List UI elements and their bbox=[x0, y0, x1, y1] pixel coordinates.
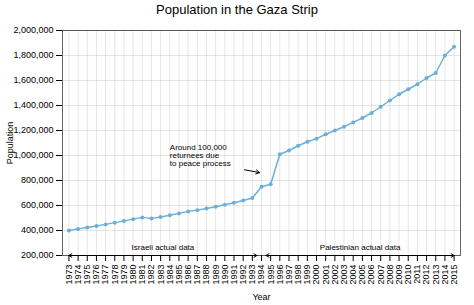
svg-text:400,000: 400,000 bbox=[21, 225, 54, 235]
svg-text:1974: 1974 bbox=[73, 264, 83, 285]
svg-text:1983: 1983 bbox=[155, 264, 166, 285]
svg-text:200,000: 200,000 bbox=[21, 250, 54, 260]
svg-text:2000: 2000 bbox=[311, 264, 322, 285]
svg-text:2003: 2003 bbox=[338, 264, 349, 285]
svg-text:Israeli actual data: Israeli actual data bbox=[132, 243, 195, 252]
svg-text:600,000: 600,000 bbox=[21, 200, 54, 210]
svg-text:1991: 1991 bbox=[228, 264, 239, 285]
svg-text:1984: 1984 bbox=[164, 264, 175, 285]
svg-text:1973: 1973 bbox=[63, 264, 74, 285]
svg-text:2013: 2013 bbox=[430, 264, 441, 285]
svg-text:1993: 1993 bbox=[247, 264, 258, 285]
svg-text:Year: Year bbox=[252, 292, 270, 302]
svg-text:2010: 2010 bbox=[403, 264, 414, 285]
svg-text:Population: Population bbox=[5, 122, 15, 165]
svg-text:2004: 2004 bbox=[348, 264, 359, 285]
svg-text:1989: 1989 bbox=[210, 264, 221, 285]
svg-text:1,400,000: 1,400,000 bbox=[13, 100, 53, 110]
svg-text:2007: 2007 bbox=[375, 264, 386, 285]
svg-text:1,200,000: 1,200,000 bbox=[13, 125, 53, 135]
svg-text:1988: 1988 bbox=[201, 264, 212, 285]
svg-text:Palestinian actual data: Palestinian actual data bbox=[320, 243, 401, 252]
svg-text:1992: 1992 bbox=[238, 264, 248, 285]
svg-text:2006: 2006 bbox=[366, 264, 377, 285]
svg-text:1996: 1996 bbox=[274, 264, 285, 285]
svg-text:800,000: 800,000 bbox=[21, 175, 54, 185]
svg-text:1987: 1987 bbox=[192, 264, 203, 285]
svg-text:1978: 1978 bbox=[109, 264, 120, 285]
svg-text:1982: 1982 bbox=[146, 264, 157, 285]
svg-text:1998: 1998 bbox=[293, 264, 304, 285]
svg-text:2005: 2005 bbox=[357, 264, 368, 285]
svg-text:2014: 2014 bbox=[439, 264, 450, 285]
svg-text:2009: 2009 bbox=[393, 264, 404, 285]
svg-text:2008: 2008 bbox=[384, 264, 395, 285]
svg-text:1,000,000: 1,000,000 bbox=[13, 150, 53, 160]
svg-text:2002: 2002 bbox=[329, 264, 340, 285]
svg-text:Around 100,000returnees dueto: Around 100,000returnees dueto peace proc… bbox=[170, 143, 231, 168]
svg-text:2012: 2012 bbox=[421, 264, 432, 285]
svg-text:2001: 2001 bbox=[320, 264, 331, 285]
svg-text:1997: 1997 bbox=[283, 264, 294, 285]
svg-text:2015: 2015 bbox=[449, 265, 459, 285]
svg-text:1981: 1981 bbox=[137, 264, 148, 285]
svg-text:2,000,000: 2,000,000 bbox=[13, 25, 53, 35]
svg-text:1985: 1985 bbox=[173, 264, 184, 285]
svg-text:1990: 1990 bbox=[219, 264, 230, 285]
svg-text:1994: 1994 bbox=[256, 264, 267, 285]
svg-text:2011: 2011 bbox=[412, 264, 423, 284]
svg-text:1980: 1980 bbox=[128, 264, 138, 285]
svg-text:1977: 1977 bbox=[100, 264, 111, 285]
svg-text:1986: 1986 bbox=[183, 264, 193, 285]
html-text:Population in the Gaza Strip: Population in the Gaza Strip bbox=[156, 2, 318, 17]
svg-text:1,800,000: 1,800,000 bbox=[13, 50, 53, 60]
svg-text:1975: 1975 bbox=[82, 264, 93, 285]
svg-text:1995: 1995 bbox=[265, 264, 276, 285]
svg-text:1979: 1979 bbox=[118, 264, 129, 285]
svg-text:1999: 1999 bbox=[302, 264, 313, 285]
svg-text:1976: 1976 bbox=[91, 264, 102, 285]
svg-text:1,600,000: 1,600,000 bbox=[13, 75, 53, 85]
